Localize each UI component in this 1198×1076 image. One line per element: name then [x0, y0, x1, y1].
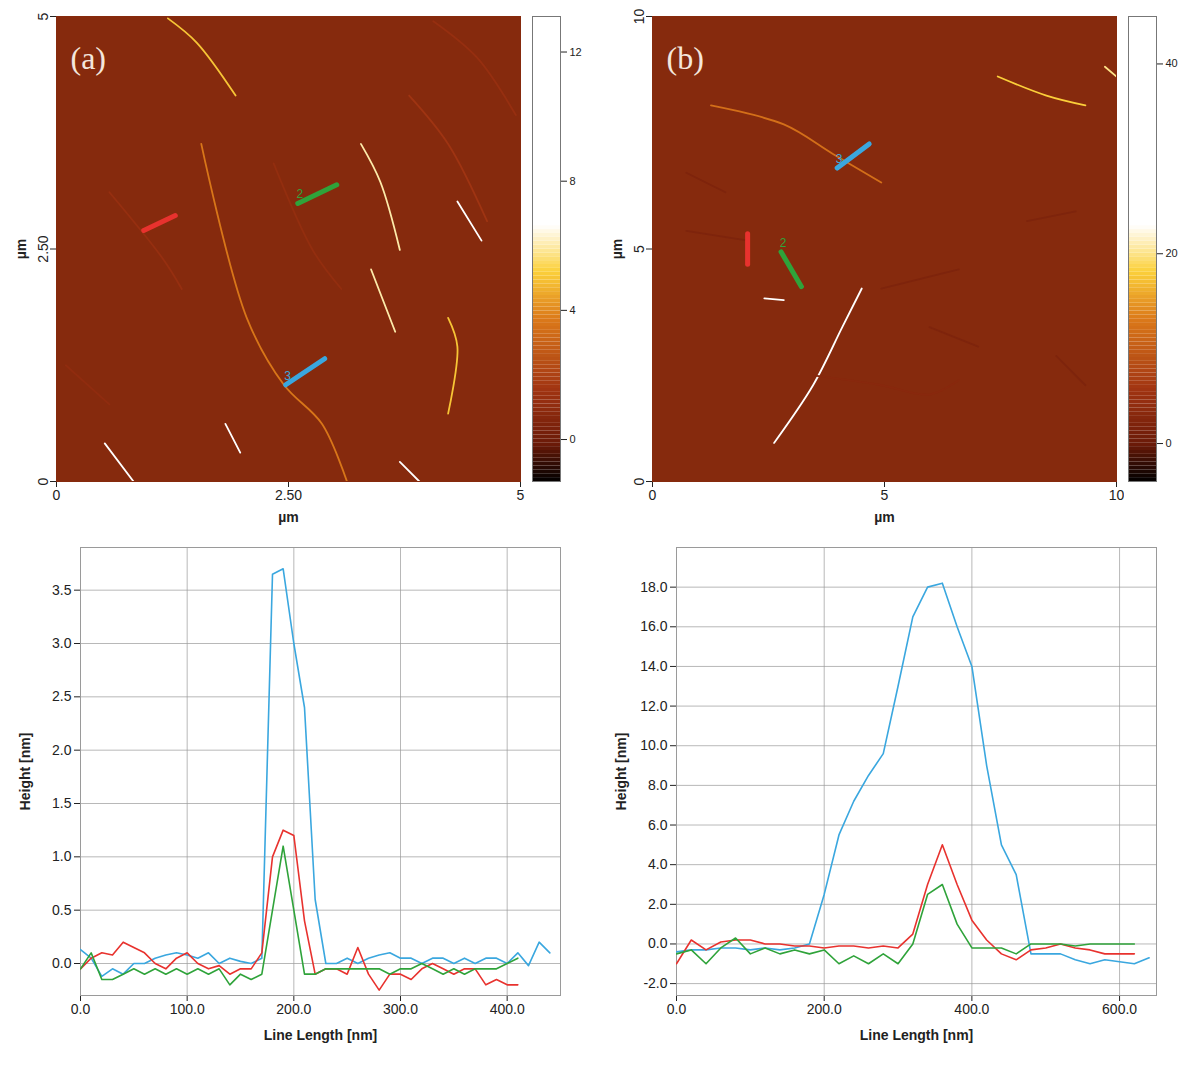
- svg-text:µm: µm: [13, 239, 29, 260]
- svg-text:12: 12: [570, 46, 582, 58]
- svg-text:8.0: 8.0: [648, 777, 668, 793]
- svg-text:2: 2: [296, 187, 303, 201]
- svg-text:0: 0: [570, 433, 576, 445]
- svg-text:1.0: 1.0: [52, 848, 72, 864]
- svg-text:Height [nm]: Height [nm]: [17, 733, 33, 811]
- svg-text:2.0: 2.0: [648, 896, 668, 912]
- svg-text:100.0: 100.0: [170, 1001, 205, 1017]
- svg-text:300.0: 300.0: [383, 1001, 418, 1017]
- svg-text:0.5: 0.5: [52, 902, 72, 918]
- svg-text:0.0: 0.0: [52, 955, 72, 971]
- svg-text:400.0: 400.0: [490, 1001, 525, 1017]
- svg-text:0.0: 0.0: [648, 935, 668, 951]
- svg-text:3: 3: [836, 152, 843, 166]
- svg-text:0: 0: [1166, 437, 1172, 449]
- svg-text:0: 0: [35, 477, 51, 485]
- svg-text:18.0: 18.0: [640, 579, 667, 595]
- svg-text:200.0: 200.0: [807, 1001, 842, 1017]
- svg-text:3.0: 3.0: [52, 635, 72, 651]
- svg-text:5: 5: [517, 487, 525, 503]
- svg-text:Height [nm]: Height [nm]: [613, 733, 629, 811]
- svg-text:4: 4: [570, 304, 576, 316]
- svg-text:Line Length [nm]: Line Length [nm]: [860, 1027, 974, 1043]
- svg-text:0: 0: [53, 487, 61, 503]
- svg-text:2.50: 2.50: [275, 487, 302, 503]
- svg-text:400.0: 400.0: [954, 1001, 989, 1017]
- svg-text:(a): (a): [71, 40, 107, 76]
- svg-text:5: 5: [631, 245, 647, 253]
- svg-text:2.0: 2.0: [52, 742, 72, 758]
- svg-text:200.0: 200.0: [276, 1001, 311, 1017]
- svg-text:-2.0: -2.0: [643, 975, 667, 991]
- svg-text:0: 0: [649, 487, 657, 503]
- svg-text:10: 10: [631, 9, 647, 25]
- svg-text:(b): (b): [667, 40, 704, 76]
- svg-text:3: 3: [284, 369, 291, 383]
- svg-text:0.0: 0.0: [667, 1001, 687, 1017]
- svg-text:6.0: 6.0: [648, 817, 668, 833]
- svg-text:2.5: 2.5: [52, 688, 72, 704]
- svg-text:20: 20: [1166, 247, 1178, 259]
- svg-text:0: 0: [631, 477, 647, 485]
- svg-text:10.0: 10.0: [640, 737, 667, 753]
- svg-text:4.0: 4.0: [648, 856, 668, 872]
- svg-text:2: 2: [780, 236, 787, 250]
- svg-text:5: 5: [35, 12, 51, 20]
- svg-text:µm: µm: [874, 509, 895, 525]
- svg-text:Line Length [nm]: Line Length [nm]: [264, 1027, 378, 1043]
- svg-text:2.50: 2.50: [35, 235, 51, 262]
- svg-text:5: 5: [881, 487, 889, 503]
- svg-text:8: 8: [570, 175, 576, 187]
- svg-text:µm: µm: [278, 509, 299, 525]
- svg-text:1.5: 1.5: [52, 795, 72, 811]
- svg-text:12.0: 12.0: [640, 698, 667, 714]
- svg-text:0.0: 0.0: [71, 1001, 91, 1017]
- svg-text:40: 40: [1166, 57, 1178, 69]
- svg-text:16.0: 16.0: [640, 618, 667, 634]
- svg-text:10: 10: [1109, 487, 1124, 503]
- svg-text:600.0: 600.0: [1102, 1001, 1137, 1017]
- svg-text:µm: µm: [609, 239, 625, 260]
- svg-text:14.0: 14.0: [640, 658, 667, 674]
- svg-text:3.5: 3.5: [52, 582, 72, 598]
